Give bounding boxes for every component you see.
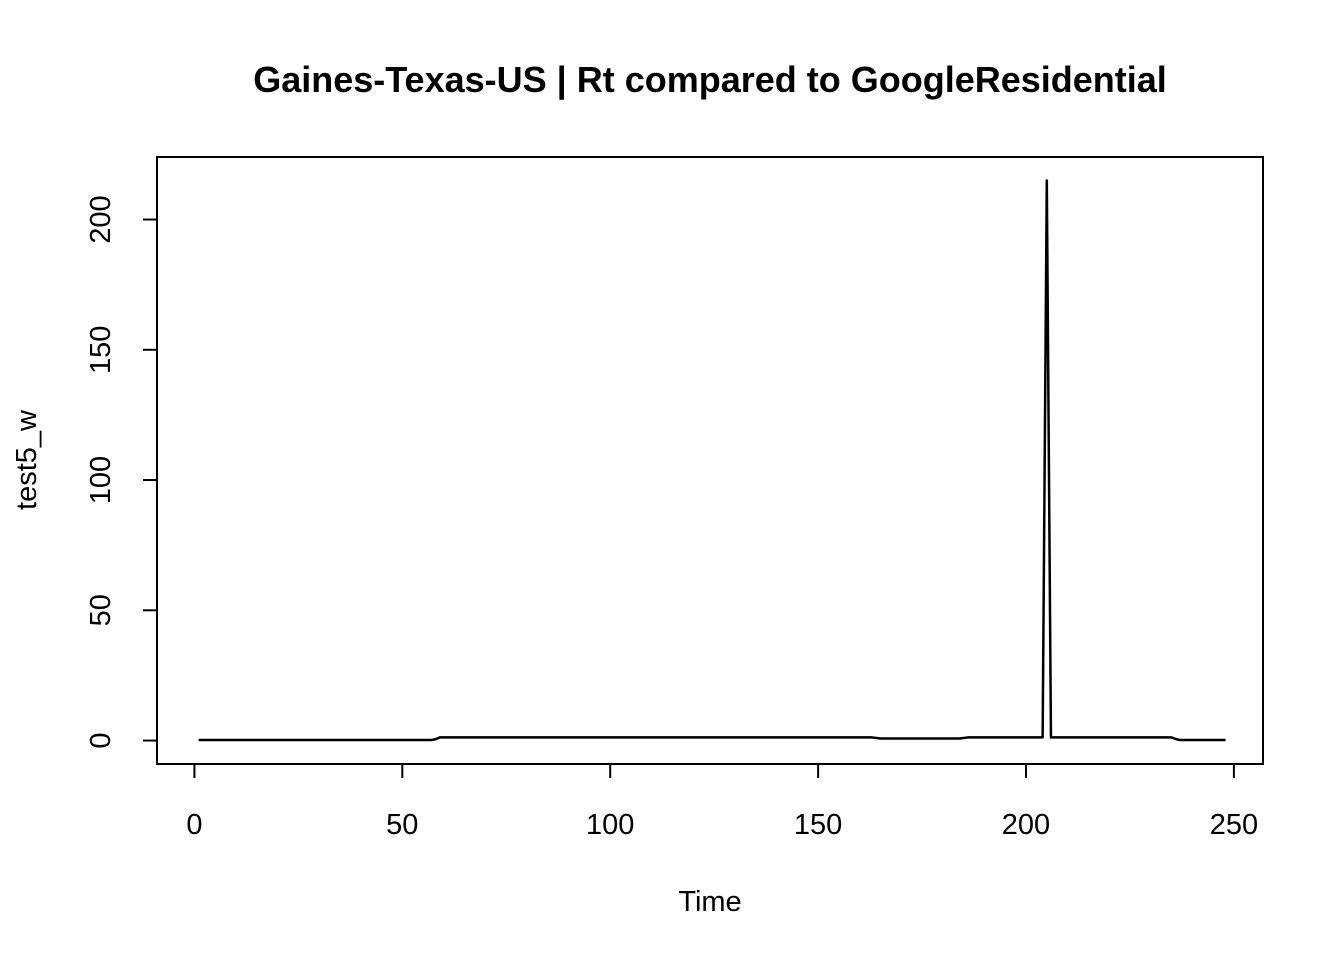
y-tick-label: 0 bbox=[85, 732, 117, 748]
x-tick-label: 100 bbox=[586, 809, 634, 841]
x-tick-label: 200 bbox=[1002, 809, 1050, 841]
y-tick-label: 100 bbox=[85, 456, 117, 504]
chart-title: Gaines-Texas-US | Rt compared to GoogleR… bbox=[253, 59, 1167, 101]
x-axis-label: Time bbox=[678, 886, 741, 918]
y-tick-label: 150 bbox=[85, 326, 117, 374]
y-tick-label: 50 bbox=[85, 594, 117, 626]
plot-frame bbox=[156, 156, 1264, 765]
series-line bbox=[198, 179, 1226, 742]
x-tick-label: 150 bbox=[794, 809, 842, 841]
y-axis-label: test5_w bbox=[11, 409, 43, 510]
x-tick-label: 250 bbox=[1210, 809, 1258, 841]
x-tick-label: 0 bbox=[186, 809, 202, 841]
x-tick-label: 50 bbox=[386, 809, 418, 841]
x-axis: 0 50 100 150 200 250 bbox=[186, 763, 1258, 841]
y-tick-label: 200 bbox=[85, 195, 117, 243]
y-axis: 0 50 100 150 200 bbox=[85, 195, 158, 749]
